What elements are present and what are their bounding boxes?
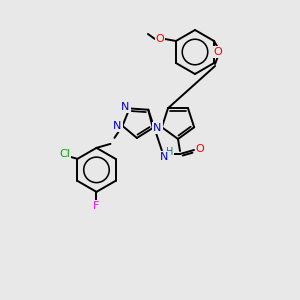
Text: Cl: Cl bbox=[59, 149, 70, 159]
Text: N: N bbox=[113, 121, 122, 131]
Text: O: O bbox=[214, 47, 222, 57]
Text: F: F bbox=[93, 201, 100, 211]
Text: N: N bbox=[153, 123, 161, 133]
Text: N: N bbox=[121, 102, 130, 112]
Text: H: H bbox=[166, 147, 174, 157]
Text: O: O bbox=[154, 122, 162, 132]
Text: O: O bbox=[196, 144, 204, 154]
Text: N: N bbox=[160, 152, 168, 162]
Text: O: O bbox=[156, 34, 164, 44]
